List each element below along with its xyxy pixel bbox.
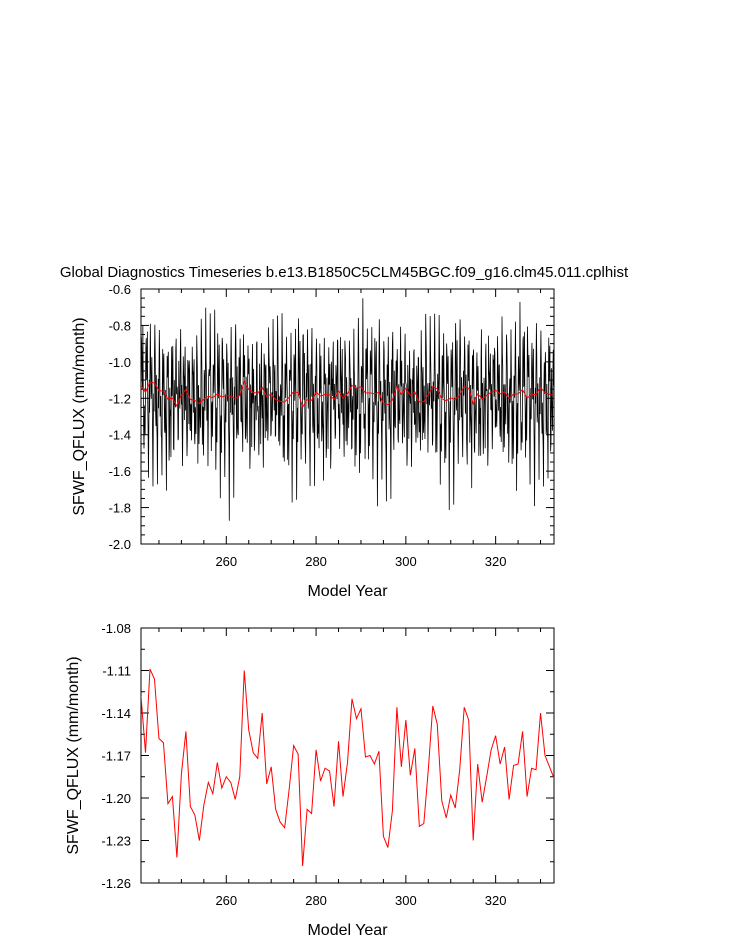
y-axis-label: SFWF_QFLUX (mm/month) xyxy=(71,317,88,515)
annual-timeseries-panel: 260 280 300 320 -1.26 -1.23 -1.20 -1.17 -1.14 -1.… xyxy=(65,621,555,939)
y-tick-label: -1.23 xyxy=(101,834,131,849)
y-tick-label: -1.0 xyxy=(109,355,131,370)
figure-title: Global Diagnostics Timeseries b.e13.B185… xyxy=(60,264,629,281)
x-tick-label: 300 xyxy=(395,893,417,908)
monthly-timeseries-panel: 260 280 300 320 -2.0 -1.8 -1.6 -1.4 -1.2 -1.0 -0.8… xyxy=(71,282,555,600)
x-axis-label: Model Year xyxy=(307,922,388,939)
x-tick-label: 300 xyxy=(395,554,417,569)
y-tick-label: -1.14 xyxy=(101,706,131,721)
y-tick-label: -1.11 xyxy=(102,664,131,679)
y-tick-label: -1.08 xyxy=(101,621,131,636)
x-tick-label: 320 xyxy=(485,554,507,569)
monthly-series-line xyxy=(141,298,554,521)
x-axis-label: Model Year xyxy=(307,583,388,600)
y-tick-label: -1.4 xyxy=(109,428,131,443)
y-tick-label: -1.20 xyxy=(101,791,131,806)
y-tick-label: -1.6 xyxy=(109,464,131,479)
x-tick-label: 320 xyxy=(485,893,507,908)
annual-mean-series-line xyxy=(141,380,554,409)
y-tick-label: -2.0 xyxy=(109,537,131,552)
x-tick-label: 260 xyxy=(215,554,237,569)
y-tick-label: -0.6 xyxy=(109,282,131,297)
y-tick-label: -1.2 xyxy=(109,391,131,406)
x-tick-label: 280 xyxy=(305,893,327,908)
annual-mean-series-line xyxy=(141,668,554,867)
y-tick-label: -1.8 xyxy=(109,501,131,516)
y-tick-label: -1.26 xyxy=(101,876,131,891)
y-tick-label: -1.17 xyxy=(101,749,131,764)
x-tick-label: 280 xyxy=(305,554,327,569)
y-tick-label: -0.8 xyxy=(109,318,131,333)
x-tick-label: 260 xyxy=(215,893,237,908)
y-axis-label: SFWF_QFLUX (mm/month) xyxy=(65,656,82,854)
